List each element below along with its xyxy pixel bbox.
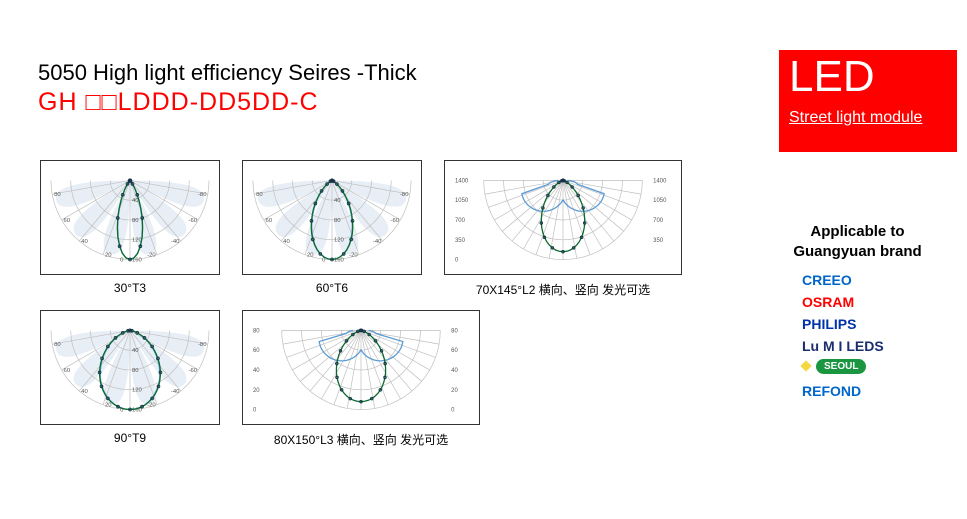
svg-text:0: 0 bbox=[451, 407, 455, 413]
svg-text:120: 120 bbox=[334, 237, 345, 243]
svg-text:40: 40 bbox=[81, 388, 88, 394]
polar-chart: -80-60-40-200204060804080120160 bbox=[242, 160, 422, 275]
brand-item: OSRAM bbox=[780, 291, 935, 313]
svg-text:0: 0 bbox=[455, 257, 459, 263]
svg-text:350: 350 bbox=[653, 237, 664, 243]
chart-unit: -80-60-40-20020406080408012016030°T3 bbox=[40, 160, 220, 298]
brand-item: Lu M I LEDS bbox=[780, 335, 935, 357]
svg-text:80: 80 bbox=[54, 192, 61, 198]
brand-item: REFOND bbox=[780, 380, 935, 402]
svg-text:-20: -20 bbox=[147, 402, 156, 408]
svg-text:700: 700 bbox=[455, 217, 466, 223]
polar-chart: -80-60-40-200204060804080120160 bbox=[40, 310, 220, 425]
svg-text:120: 120 bbox=[132, 387, 143, 393]
svg-text:-80: -80 bbox=[198, 192, 207, 198]
svg-text:40: 40 bbox=[253, 367, 260, 373]
svg-text:40: 40 bbox=[451, 367, 458, 373]
svg-text:60: 60 bbox=[64, 367, 71, 373]
led-badge: LED Street light module bbox=[779, 50, 957, 152]
svg-text:1050: 1050 bbox=[653, 198, 667, 204]
svg-text:40: 40 bbox=[81, 238, 88, 244]
svg-text:60: 60 bbox=[451, 348, 458, 354]
brand-heading: Applicable to Guangyuan brand bbox=[780, 222, 935, 261]
chart-label: 80X150°L3 横向、竖向 发光可选 bbox=[274, 431, 448, 448]
led-badge-title: LED bbox=[789, 55, 947, 99]
chart-label: 90°T9 bbox=[114, 431, 146, 445]
svg-text:20: 20 bbox=[451, 387, 458, 393]
led-badge-subtitle: Street light module bbox=[789, 109, 947, 127]
svg-text:-40: -40 bbox=[171, 238, 180, 244]
svg-text:20: 20 bbox=[105, 252, 112, 258]
brand-panel: Applicable to Guangyuan brand CREEO OSRA… bbox=[780, 222, 935, 402]
svg-text:20: 20 bbox=[253, 387, 260, 393]
svg-text:700: 700 bbox=[653, 217, 664, 223]
svg-text:80: 80 bbox=[132, 217, 139, 223]
svg-text:-80: -80 bbox=[198, 342, 207, 348]
polar-chart: 80 60 40 20 0 80 60 40 20 0 bbox=[242, 310, 480, 425]
svg-text:-40: -40 bbox=[373, 238, 382, 244]
svg-text:-40: -40 bbox=[171, 388, 180, 394]
svg-text:-60: -60 bbox=[189, 367, 198, 373]
svg-text:-80: -80 bbox=[400, 192, 409, 198]
svg-text:20: 20 bbox=[307, 252, 314, 258]
polar-chart: -80-60-40-200204060804080120160 bbox=[40, 160, 220, 275]
svg-text:-60: -60 bbox=[391, 217, 400, 223]
part-number: GH □□LDDD-DD5DD-C bbox=[38, 88, 417, 117]
chart-label: 30°T3 bbox=[114, 281, 146, 295]
svg-text:80: 80 bbox=[54, 342, 61, 348]
svg-text:80: 80 bbox=[256, 192, 263, 198]
svg-text:60: 60 bbox=[266, 217, 273, 223]
svg-text:350: 350 bbox=[455, 237, 466, 243]
svg-text:1400: 1400 bbox=[653, 178, 667, 184]
svg-text:80: 80 bbox=[253, 328, 260, 334]
chart-unit: -80-60-40-20020406080408012016060°T6 bbox=[242, 160, 422, 298]
chart-label: 70X145°L2 横向、竖向 发光可选 bbox=[476, 281, 650, 298]
svg-text:80: 80 bbox=[334, 217, 341, 223]
svg-text:80: 80 bbox=[451, 328, 458, 334]
brand-item: CREEO bbox=[780, 269, 935, 291]
chart-unit: -80-60-40-20020406080408012016090°T9 bbox=[40, 310, 220, 448]
brand-item: SEOUL bbox=[780, 357, 935, 374]
svg-text:1400: 1400 bbox=[455, 178, 469, 184]
svg-text:60: 60 bbox=[253, 348, 260, 354]
svg-text:1050: 1050 bbox=[455, 198, 469, 204]
svg-text:40: 40 bbox=[132, 348, 139, 354]
chart-label: 60°T6 bbox=[316, 281, 348, 295]
svg-text:-20: -20 bbox=[349, 252, 358, 258]
svg-text:60: 60 bbox=[64, 217, 71, 223]
svg-text:0: 0 bbox=[253, 407, 257, 413]
page-title: 5050 High light efficiency Seires -Thick bbox=[38, 60, 417, 86]
svg-text:20: 20 bbox=[105, 402, 112, 408]
svg-text:-60: -60 bbox=[189, 217, 198, 223]
svg-text:40: 40 bbox=[334, 198, 341, 204]
svg-text:40: 40 bbox=[283, 238, 290, 244]
chart-unit: 1400 1050 700 350 0 1400 1050 700 350 70X145°L2 横… bbox=[444, 160, 682, 298]
polar-chart: 1400 1050 700 350 0 1400 1050 700 350 bbox=[444, 160, 682, 275]
svg-text:-20: -20 bbox=[147, 252, 156, 258]
charts-grid: -80-60-40-20020406080408012016030°T3-80-… bbox=[40, 160, 730, 460]
svg-text:80: 80 bbox=[132, 367, 139, 373]
chart-unit: 80 60 40 20 0 80 60 40 20 0 80X150°L3 横向、竖向 发光可选 bbox=[242, 310, 480, 448]
diamond-icon bbox=[800, 361, 811, 372]
svg-text:0: 0 bbox=[120, 257, 124, 263]
brand-item: PHILIPS bbox=[780, 313, 935, 335]
